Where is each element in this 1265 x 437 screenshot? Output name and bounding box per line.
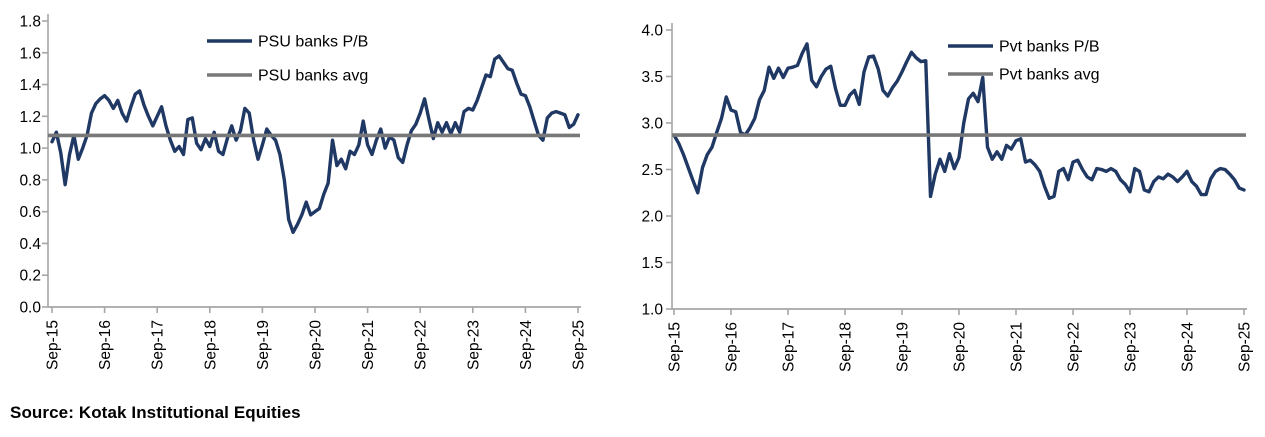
x-tick-label: Sep-21	[360, 320, 377, 370]
y-tick-label: 0.6	[19, 204, 41, 221]
y-tick-label: 1.4	[19, 77, 41, 94]
x-tick-label: Sep-15	[45, 320, 62, 370]
x-tick-label: Sep-21	[1009, 322, 1026, 372]
y-tick-label: 1.8	[19, 14, 41, 31]
x-tick-label: Sep-24	[1180, 322, 1197, 372]
x-tick-label: Sep-25	[1237, 322, 1254, 372]
pvt-banks-pb-svg: 1.0 1.5 2.0 2.5 3.0 3.5 4.0 Sep-15 Sep-16 Sep-17 S…	[641, 23, 1254, 372]
legend-label: PSU banks avg	[258, 68, 368, 85]
pb-line	[672, 42, 1246, 201]
y-tick-label: 1.6	[19, 45, 41, 62]
y-tick-label: 4.0	[641, 23, 663, 40]
source-note: Source: Kotak Institutional Equities	[10, 403, 301, 422]
x-tick-label: Sep-17	[781, 322, 798, 372]
legend-label: Pvt banks P/B	[999, 39, 1100, 56]
pvt-banks-chart: 1.0 1.5 2.0 2.5 3.0 3.5 4.0 Sep-15 Sep-16 Sep-17 S…	[600, 0, 1265, 400]
y-tick-label: 1.0	[641, 302, 663, 319]
x-tick-label: Sep-18	[202, 320, 219, 370]
legend-label: PSU banks P/B	[258, 34, 368, 51]
x-tick-label: Sep-23	[465, 320, 482, 370]
psu-banks-pb-svg: 0.0 0.2 0.4 0.6 0.8 1.0 1.2 1.4 1.6 1.8 Sep-15 Sep-…	[19, 14, 588, 370]
x-tick-label: Sep-23	[1123, 322, 1140, 372]
y-tick-label: 2.5	[641, 162, 663, 179]
x-tick-label: Sep-20	[952, 322, 969, 372]
x-tick-label: Sep-25	[571, 320, 588, 370]
psu-banks-chart: 0.0 0.2 0.4 0.6 0.8 1.0 1.2 1.4 1.6 1.8 Sep-15 Sep-…	[0, 0, 600, 400]
x-tick-label: Sep-19	[895, 322, 912, 372]
x-tick-label: Sep-15	[667, 322, 684, 372]
y-tick-label: 1.0	[19, 141, 41, 158]
x-tick-label: Sep-20	[308, 320, 325, 370]
x-tick-label: Sep-22	[413, 320, 430, 370]
y-tick-label: 0.4	[19, 236, 41, 253]
x-tick-label: Sep-24	[518, 320, 535, 370]
x-tick-label: Sep-22	[1066, 322, 1083, 372]
y-tick-label: 0.8	[19, 172, 41, 189]
y-tick-label: 1.2	[19, 109, 41, 126]
y-tick-label: 3.0	[641, 116, 663, 133]
legend-label: Pvt banks avg	[999, 67, 1100, 84]
x-tick-label: Sep-16	[97, 320, 114, 370]
y-tick-label: 0.2	[19, 268, 41, 285]
pb-line	[50, 54, 580, 235]
y-tick-label: 3.5	[641, 69, 663, 86]
x-tick-label: Sep-16	[724, 322, 741, 372]
y-tick-label: 2.0	[641, 209, 663, 226]
x-tick-label: Sep-18	[838, 322, 855, 372]
x-tick-label: Sep-19	[255, 320, 272, 370]
y-tick-label: 0.0	[19, 300, 41, 317]
x-tick-label: Sep-17	[150, 320, 167, 370]
y-tick-label: 1.5	[641, 255, 663, 272]
